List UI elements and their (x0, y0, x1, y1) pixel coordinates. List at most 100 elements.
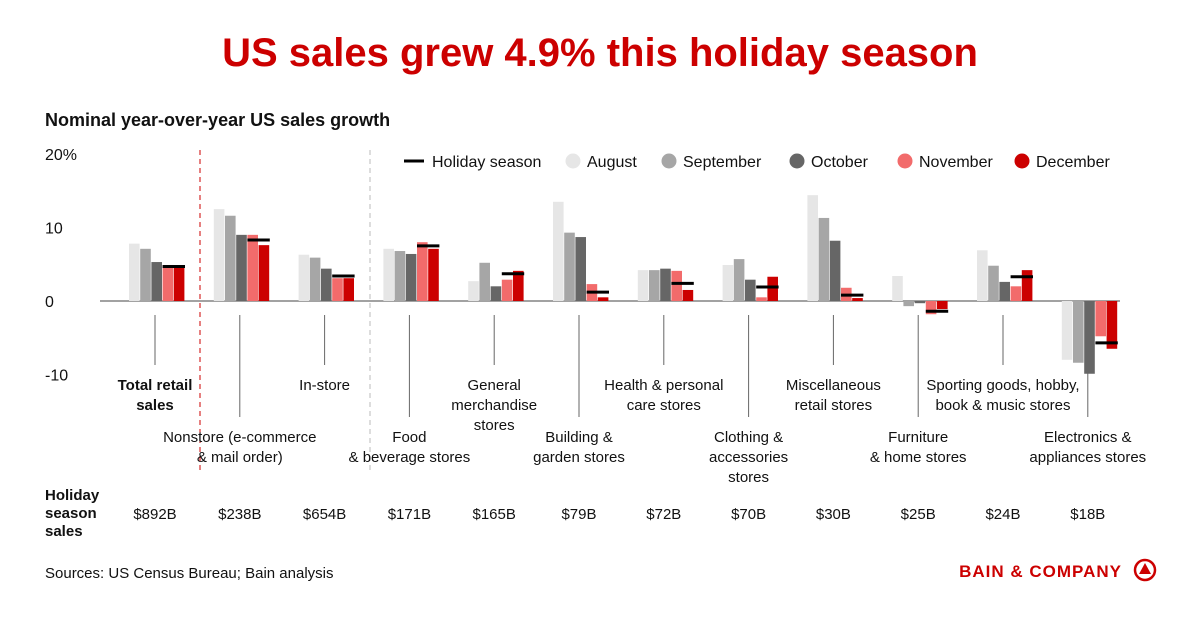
bar (394, 251, 406, 301)
bar (140, 248, 151, 301)
bar (637, 270, 649, 301)
bar (309, 257, 321, 301)
bar (383, 248, 394, 301)
bar (321, 268, 332, 301)
legend-label: December (1036, 154, 1110, 171)
bar (988, 265, 999, 301)
legend-marker (897, 153, 913, 169)
sales-value: $79B (561, 506, 596, 523)
category-label: book & music stores (935, 397, 1070, 414)
bar (405, 253, 417, 301)
category-label: In-store (299, 377, 350, 394)
bar (129, 243, 140, 301)
category-label: & home stores (870, 449, 967, 466)
bar (1084, 301, 1095, 374)
category-label: & beverage stores (349, 449, 471, 466)
bar (501, 279, 513, 301)
y-tick-label: 10 (45, 221, 63, 238)
brand: BAIN & COMPANY (959, 562, 1122, 581)
category-label: Total retail (118, 377, 193, 394)
bar (173, 267, 185, 301)
bar (807, 195, 818, 301)
bar (818, 217, 830, 301)
category-label: stores (728, 469, 769, 486)
bar (660, 268, 671, 301)
bar (892, 276, 903, 301)
sales-value: $654B (303, 506, 346, 523)
bar (733, 259, 745, 301)
sales-value: $171B (388, 506, 431, 523)
sales-value: $30B (816, 506, 851, 523)
legend-marker (565, 153, 581, 169)
y-tick-label: 20% (45, 147, 77, 164)
source: Sources: US Census Bureau; Bain analysis (45, 565, 333, 582)
bar (937, 301, 948, 310)
bar (258, 245, 270, 301)
bar (925, 301, 937, 315)
bar (490, 286, 502, 301)
bar (225, 215, 236, 301)
sales-row-label: sales (45, 523, 83, 540)
bar (1106, 301, 1118, 349)
bar (1061, 301, 1073, 360)
sales-row-label: Holiday (45, 487, 100, 504)
bar (298, 254, 310, 301)
legend-label: November (919, 154, 993, 171)
sales-value: $238B (218, 506, 261, 523)
legend-label: Holiday season (432, 154, 541, 171)
category-label: garden stores (533, 449, 625, 466)
bar (852, 298, 863, 301)
category-label: appliances stores (1029, 449, 1146, 466)
category-label: care stores (627, 397, 701, 414)
bar (745, 279, 756, 301)
bar (1095, 301, 1106, 337)
bar (977, 250, 988, 301)
category-label: General (468, 377, 521, 394)
bar (756, 297, 767, 301)
legend-label: October (811, 154, 869, 171)
bar (1021, 270, 1033, 301)
bar (162, 264, 174, 301)
category-label: Building & (545, 429, 613, 446)
bar (479, 262, 490, 301)
bar (236, 234, 247, 301)
legend-label: September (683, 154, 762, 171)
category-label: Clothing & (714, 429, 783, 446)
brand-logo (1133, 558, 1157, 582)
bar (999, 281, 1010, 301)
bar (564, 232, 575, 301)
sales-value: $892B (133, 506, 176, 523)
category-label: stores (474, 417, 515, 434)
sales-value: $18B (1070, 506, 1105, 523)
bar (428, 248, 439, 301)
bar (332, 278, 343, 301)
bar (468, 281, 479, 301)
bar (513, 270, 524, 301)
chart-subtitle: Nominal year-over-year US sales growth (45, 110, 390, 130)
bar (213, 209, 225, 301)
sales-value: $25B (901, 506, 936, 523)
bar (247, 234, 258, 301)
sales-row-label: season (45, 505, 97, 522)
legend-marker (661, 153, 677, 169)
category-label: Electronics & (1044, 429, 1132, 446)
bar (553, 201, 564, 301)
category-label: sales (136, 397, 174, 414)
category-label: Miscellaneous (786, 377, 881, 394)
legend-marker (1014, 153, 1030, 169)
bar (829, 240, 841, 301)
bar (151, 262, 162, 301)
chart-title: US sales grew 4.9% this holiday season (222, 31, 978, 75)
sales-value: $72B (646, 506, 681, 523)
legend-label: August (587, 154, 637, 171)
sales-value: $70B (731, 506, 766, 523)
bar (343, 278, 354, 301)
y-tick-label: -10 (45, 368, 68, 385)
category-label: merchandise (451, 397, 537, 414)
bar (671, 270, 682, 301)
brand-logo (1139, 563, 1151, 574)
legend-marker (789, 153, 805, 169)
sales-value: $165B (473, 506, 516, 523)
